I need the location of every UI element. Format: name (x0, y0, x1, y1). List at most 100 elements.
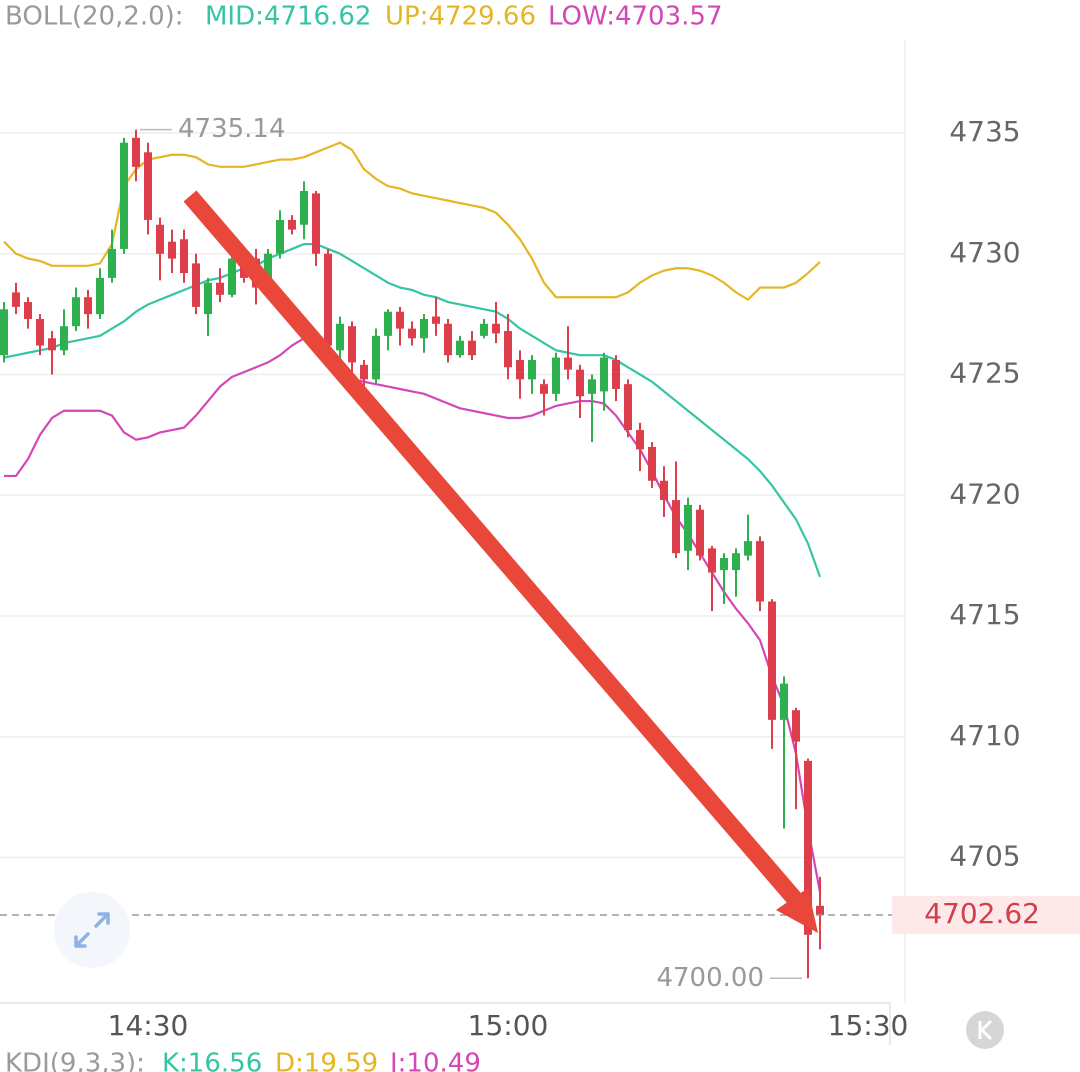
candle-body (708, 548, 716, 573)
sub-indicator-label: K:16.56 (162, 1049, 262, 1072)
min-label: 4700.00 (656, 963, 764, 993)
candle-body (144, 152, 152, 220)
last-price-tag (892, 895, 1080, 934)
x-tick-label: 15:30 (828, 1009, 909, 1042)
k-button-bg[interactable] (966, 1011, 1004, 1049)
candle-body (456, 340, 464, 356)
annotations: 4735.14 4700.00 4702.62 (0, 114, 1080, 993)
y-tick-label: 4705 (949, 840, 1020, 873)
candle-body (420, 318, 428, 339)
candle-body (672, 500, 680, 554)
candle-body (336, 323, 344, 351)
indicator-label: UP:4729.66 (385, 2, 536, 32)
candle-body (276, 219, 284, 254)
candle-body (540, 384, 548, 394)
arrow-shaft (183, 190, 807, 911)
k-button[interactable] (966, 1011, 1004, 1049)
candle-body (444, 323, 452, 356)
candle-body (804, 760, 812, 935)
candle-body (36, 318, 44, 346)
candle-body (624, 384, 632, 431)
candle-body (156, 224, 164, 254)
x-tick-label: 15:00 (468, 1009, 549, 1042)
candle-body (432, 316, 440, 324)
candle-body (756, 541, 764, 602)
candle-body (24, 302, 32, 319)
candle-body (792, 710, 800, 742)
expand-button[interactable] (54, 892, 130, 968)
candle-body (744, 541, 752, 556)
candle-body (120, 142, 128, 249)
candle-body (552, 357, 560, 394)
candle-body (732, 553, 740, 571)
grid: 4705 4710 4715 4720 4725 4730 4735 14:30 15:00 15… (0, 115, 1021, 1042)
candle-body (324, 253, 332, 346)
candle-body (660, 480, 668, 501)
candle-body (372, 335, 380, 380)
candle-body (264, 253, 272, 288)
candle-body (204, 282, 212, 315)
candle-body (720, 558, 728, 571)
indicator-title: BOLL(20,2.0): (5, 2, 184, 32)
candle-body (348, 326, 356, 363)
candle-body (684, 504, 692, 551)
candle-body (780, 683, 788, 720)
expand-bg[interactable] (54, 892, 130, 968)
sub-indicator-label: J:10.49 (388, 1049, 481, 1072)
candle-body (816, 905, 824, 915)
candle-body (480, 323, 488, 336)
indicator-label: MID:4716.62 (205, 2, 371, 32)
candle-body (576, 369, 584, 397)
candle-body (564, 357, 572, 370)
candle-body (84, 297, 92, 315)
candle-body (696, 509, 704, 556)
candle-body (360, 364, 368, 380)
y-tick-label: 4720 (949, 477, 1020, 510)
candle-body (108, 248, 116, 278)
candle-body (768, 601, 776, 720)
candle-body (504, 331, 512, 368)
candle-body (48, 338, 56, 351)
candle-body (288, 219, 296, 230)
candle-body (492, 323, 500, 334)
candle-body (72, 297, 80, 327)
candle-body (384, 311, 392, 336)
candle-body (312, 193, 320, 254)
arrow-head (776, 888, 818, 933)
candle-body (216, 282, 224, 295)
candle-body (612, 360, 620, 389)
sub-indicator-label: D:19.59 (275, 1049, 378, 1072)
candle-body (648, 446, 656, 481)
candle-body (0, 309, 8, 356)
x-tick-label: 14:30 (108, 1009, 189, 1042)
sub-indicator-title: KDJ(9,3,3): (5, 1049, 145, 1072)
y-tick-label: 4730 (949, 236, 1020, 269)
candle-body (60, 326, 68, 351)
indicator-label: LOW:4703.57 (548, 2, 722, 32)
candle-body (228, 258, 236, 295)
boll-line (3, 242, 822, 578)
candle-body (192, 263, 200, 307)
k-icon[interactable] (978, 1019, 993, 1041)
candle-body (132, 137, 140, 167)
candle-body (588, 379, 596, 394)
expand-icon[interactable] (74, 912, 110, 948)
y-tick-label: 4735 (949, 115, 1020, 148)
y-tick-label: 4710 (949, 719, 1020, 752)
candle-body (12, 292, 20, 307)
candle-body (180, 239, 188, 274)
max-label: 4735.14 (178, 114, 286, 144)
candle-body (396, 311, 404, 329)
candle-body (636, 430, 644, 450)
last-price-label: 4702.62 (924, 897, 1040, 930)
trend-arrow (183, 190, 818, 933)
candle-body (516, 360, 524, 380)
candle-body (528, 360, 536, 380)
y-tick-label: 4725 (949, 357, 1020, 390)
candle-body (300, 190, 308, 225)
candle-body (468, 340, 476, 356)
candle-body (408, 328, 416, 339)
candle-body (96, 277, 104, 315)
